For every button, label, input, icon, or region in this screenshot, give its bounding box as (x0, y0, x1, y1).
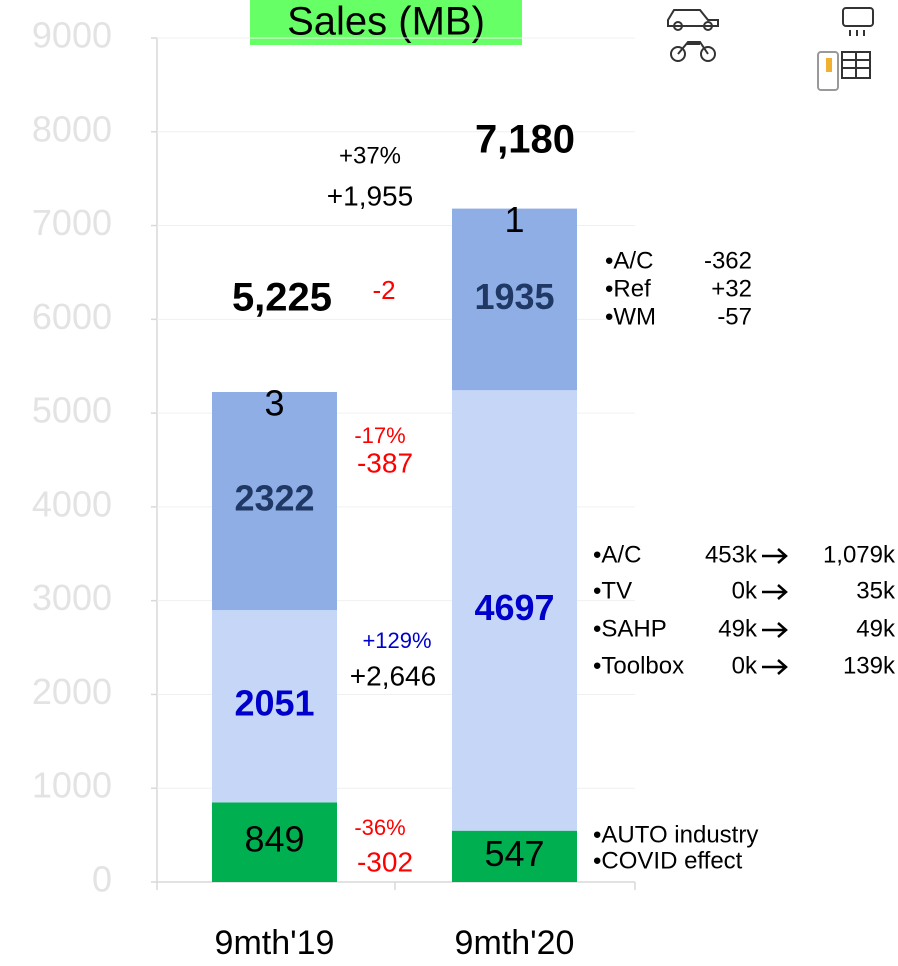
note-to: 1,079k (823, 541, 896, 568)
x-tick-label: 9mth'20 (455, 924, 575, 962)
data-label: 4697 (474, 587, 554, 628)
bar-segment (212, 392, 337, 611)
data-label: 849 (244, 819, 304, 860)
arrow (762, 622, 788, 638)
y-tick-label: 4000 (32, 483, 112, 524)
note-value: +32 (711, 275, 752, 302)
note-to: 139k (843, 652, 896, 679)
y-tick-label: 9000 (32, 15, 112, 56)
y-tick-label: 3000 (32, 577, 112, 618)
data-label: 1 (504, 199, 524, 240)
y-tick-label: 5000 (32, 390, 112, 431)
annotation: -2 (372, 275, 395, 305)
data-label: 3 (264, 383, 284, 424)
annotation: +1,955 (327, 180, 413, 211)
note-from: 49k (718, 615, 758, 642)
note-label: •A/C (593, 541, 641, 568)
note-label: •COVID effect (593, 847, 743, 874)
bar-segment (212, 392, 337, 393)
bar-segment (452, 208, 577, 391)
note-to: 35k (856, 577, 896, 604)
data-label: 547 (484, 833, 544, 874)
y-tick-label: 2000 (32, 671, 112, 712)
note-label: •SAHP (593, 615, 667, 642)
appliance-icon (817, 7, 874, 91)
vehicle-icon (667, 9, 719, 62)
annotation: -387 (357, 447, 413, 478)
chart-title: Sales (MB) (287, 0, 485, 44)
annotation: +2,646 (350, 660, 436, 691)
note-label: •WM (605, 303, 656, 330)
note-label: •TV (593, 577, 632, 604)
bar-segment (452, 208, 577, 210)
arrow (762, 584, 788, 600)
annotation: -302 (357, 846, 413, 877)
annotation: +129% (362, 628, 431, 653)
annotation: +37% (339, 142, 401, 169)
note-from: 453k (705, 541, 758, 568)
data-label: 2322 (234, 478, 314, 519)
y-tick-label: 1000 (32, 765, 112, 806)
y-tick-label: 7000 (32, 202, 112, 243)
note-label: •Toolbox (593, 652, 684, 679)
note-label: •AUTO industry (593, 821, 758, 848)
note-value: -362 (704, 247, 752, 274)
y-tick-label: 8000 (32, 108, 112, 149)
note-label: •Ref (605, 275, 651, 302)
note-value: -57 (717, 303, 752, 330)
annotation: -36% (354, 815, 405, 840)
bar-segment (452, 830, 577, 882)
bar-segment (212, 610, 337, 803)
y-tick-label: 6000 (32, 296, 112, 337)
total-label: 5,225 (232, 276, 332, 320)
note-from: 0k (732, 652, 758, 679)
note-to: 49k (856, 615, 896, 642)
arrow (762, 659, 788, 675)
total-label: 7,180 (475, 118, 575, 162)
arrow (762, 548, 788, 564)
data-label: 2051 (234, 683, 314, 724)
bar-segment (452, 390, 577, 831)
note-label: •A/C (605, 247, 653, 274)
note-from: 0k (732, 577, 758, 604)
annotation: -17% (354, 423, 405, 448)
bar-segment (212, 802, 337, 882)
x-tick-label: 9mth'19 (215, 924, 335, 962)
data-label: 1935 (474, 276, 554, 317)
y-tick-label: 0 (92, 859, 112, 900)
